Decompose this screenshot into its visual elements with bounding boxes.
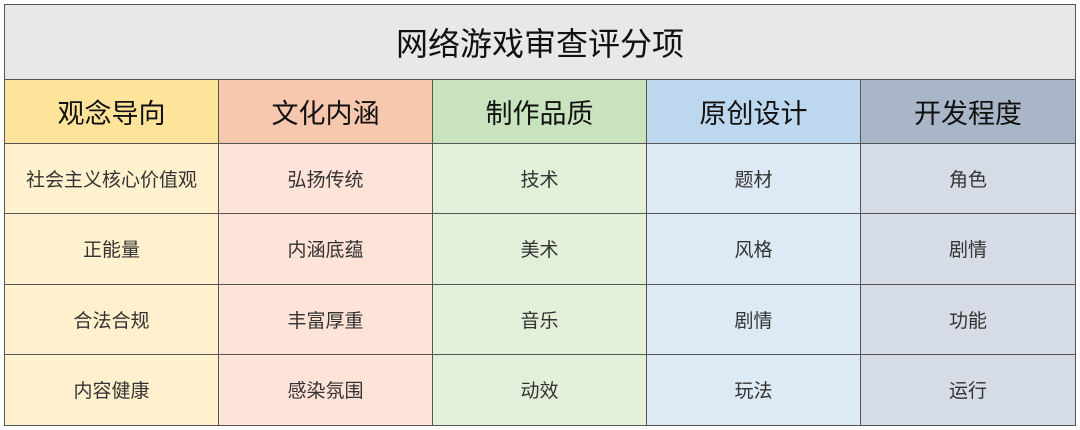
column-header: 原创设计 <box>647 80 861 144</box>
table-cell: 风格 <box>647 214 861 285</box>
table-cell: 内容健康 <box>5 354 219 425</box>
column-header: 文化内涵 <box>219 80 433 144</box>
table-cell: 内涵底蕴 <box>219 214 433 285</box>
table-cell: 玩法 <box>647 354 861 425</box>
table-cell: 功能 <box>861 284 1075 355</box>
table-cell: 剧情 <box>647 284 861 355</box>
table-cell: 感染氛围 <box>219 354 433 425</box>
table-cell: 技术 <box>433 144 647 215</box>
table-cell: 正能量 <box>5 214 219 285</box>
table-cell: 合法合规 <box>5 284 219 355</box>
table-cell: 弘扬传统 <box>219 144 433 215</box>
column-header: 开发程度 <box>861 80 1075 144</box>
table-cell: 剧情 <box>861 214 1075 285</box>
table-title: 网络游戏审查评分项 <box>5 5 1075 80</box>
table-cell: 美术 <box>433 214 647 285</box>
table-cell: 角色 <box>861 144 1075 215</box>
table-cell: 题材 <box>647 144 861 215</box>
review-criteria-table: 网络游戏审查评分项 观念导向 社会主义核心价值观 正能量 合法合规 内容健康 文化内涵 弘扬… <box>4 4 1076 426</box>
table-cell: 运行 <box>861 354 1075 425</box>
table-cell: 社会主义核心价值观 <box>5 144 219 215</box>
table-cell: 动效 <box>433 354 647 425</box>
table-cell: 音乐 <box>433 284 647 355</box>
column-header: 观念导向 <box>5 80 219 144</box>
column-header: 制作品质 <box>433 80 647 144</box>
table-cell: 丰富厚重 <box>219 284 433 355</box>
